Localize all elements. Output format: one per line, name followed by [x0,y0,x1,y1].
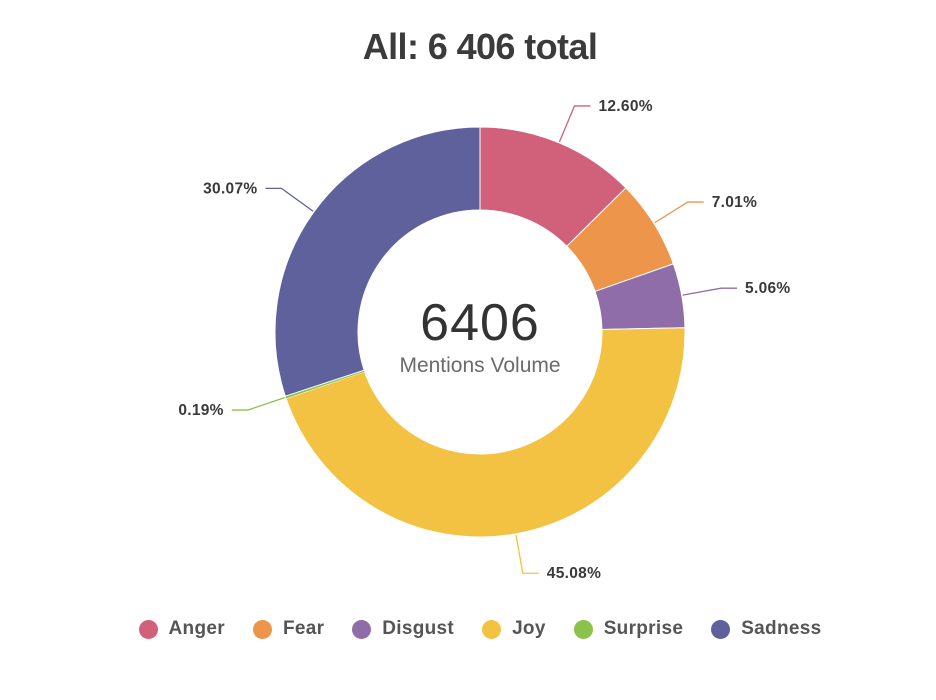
center-total-label: Mentions Volume [399,354,560,377]
slice-sadness[interactable] [274,126,481,397]
legend-swatch-fear [252,619,272,639]
slice-joy[interactable] [285,327,686,538]
slices-group [274,126,686,538]
slice-label-disgust: 5.06% [745,280,790,297]
legend-label-joy: Joy [512,618,546,639]
leader-line-surprise [231,397,285,411]
slice-label-sadness: 30.07% [203,180,257,197]
chart-title: All: 6 406 total [362,26,598,67]
legend-label-disgust: Disgust [382,618,455,639]
slice-labels-group: 12.60% 7.01% 5.06% 45.08% 0.19% 30.07% [178,98,790,582]
legend-item-sadness[interactable]: Sadness [711,618,821,640]
legend-swatch-sadness [711,619,731,639]
legend-item-joy[interactable]: Joy [482,618,546,640]
leader-line-anger [558,105,591,143]
legend-label-fear: Fear [282,618,325,639]
leader-lines-group [231,105,738,574]
legend-label-sadness: Sadness [741,618,822,639]
legend-swatch-anger [138,619,158,639]
donut-chart: 12.60% 7.01% 5.06% 45.08% 0.19% 30.07% 6406 M… [178,98,790,582]
center-total-value: 6406 [420,294,540,352]
leader-line-disgust [682,287,738,296]
slice-label-surprise: 0.19% [178,402,223,419]
legend-swatch-surprise [573,619,593,639]
legend-label-anger: Anger [168,618,225,639]
chart-legend: Anger Fear Disgust Joy Surprise Sadness [0,614,936,644]
legend-item-surprise[interactable]: Surprise [573,618,684,640]
slice-label-fear: 7.01% [712,194,757,211]
leader-line-fear [654,201,704,224]
slice-surprise[interactable] [285,370,365,399]
slice-label-anger: 12.60% [598,98,652,115]
legend-swatch-disgust [352,619,372,639]
leader-line-joy [515,534,539,574]
legend-item-fear[interactable]: Fear [252,618,325,640]
legend-item-disgust[interactable]: Disgust [352,618,454,640]
legend-item-anger[interactable]: Anger [138,618,225,640]
slice-label-joy: 45.08% [547,565,601,582]
legend-swatch-joy [482,619,502,639]
legend-label-surprise: Surprise [603,618,684,639]
leader-line-sadness [265,187,314,212]
